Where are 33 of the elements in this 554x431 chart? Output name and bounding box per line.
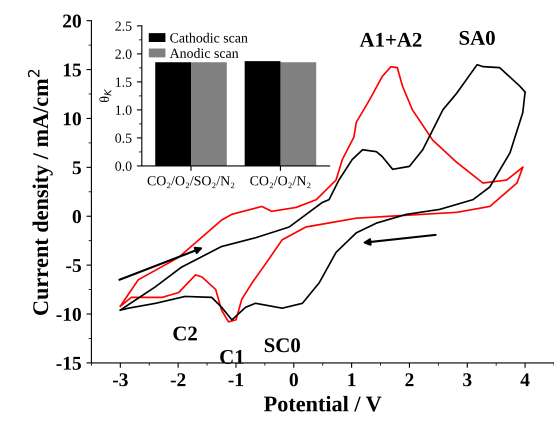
annotation: A1+A2 — [360, 32, 422, 47]
y-tick-label: 5 — [72, 161, 81, 174]
y-tick-label: -5 — [66, 259, 81, 272]
annotation: C2 — [173, 326, 197, 341]
x-tick-label: 1 — [348, 373, 356, 386]
annotation: SA0 — [460, 30, 495, 45]
y-tick-label: 0.0 — [115, 162, 132, 171]
y-tick-label: -15 — [56, 356, 81, 370]
y-axis-title: θ$_{K}$ — [99, 88, 112, 102]
x-tick-label: 2 — [405, 373, 414, 386]
x-tick-label: -3 — [112, 373, 128, 386]
legend-label: Anodic scan — [170, 48, 238, 58]
x-tick-label: 4 — [520, 373, 530, 386]
x-tick-label: CO₂/O₂/SO₂/N₂ — [148, 176, 234, 188]
y-tick-label: 1.5 — [116, 78, 132, 87]
annotation: SC0 — [264, 338, 300, 352]
y-tick-label: 2.5 — [115, 21, 132, 31]
y-tick-label: -10 — [56, 308, 81, 321]
legend-label: Cathodic scan — [170, 32, 248, 43]
y-axis-title: Current density / mA/cm$^{2}$ — [28, 70, 53, 315]
x-tick-label: -1 — [228, 373, 244, 386]
y-tick-label: 0.5 — [115, 134, 132, 143]
y-tick-label: 0 — [72, 210, 81, 224]
y-tick-label: 10 — [64, 112, 81, 126]
x-axis-title: Potential / V — [264, 396, 382, 412]
y-tick-label: 15 — [64, 63, 81, 77]
x-tick-label: 3 — [463, 373, 472, 386]
y-tick-label: 20 — [63, 14, 81, 28]
x-tick-label: -2 — [170, 373, 186, 386]
y-tick-label: 2.0 — [115, 49, 132, 59]
x-tick-label: 0 — [290, 373, 298, 386]
x-tick-label: CO₂/O₂/N₂ — [250, 176, 310, 188]
y-tick-label: 1.0 — [116, 105, 132, 115]
